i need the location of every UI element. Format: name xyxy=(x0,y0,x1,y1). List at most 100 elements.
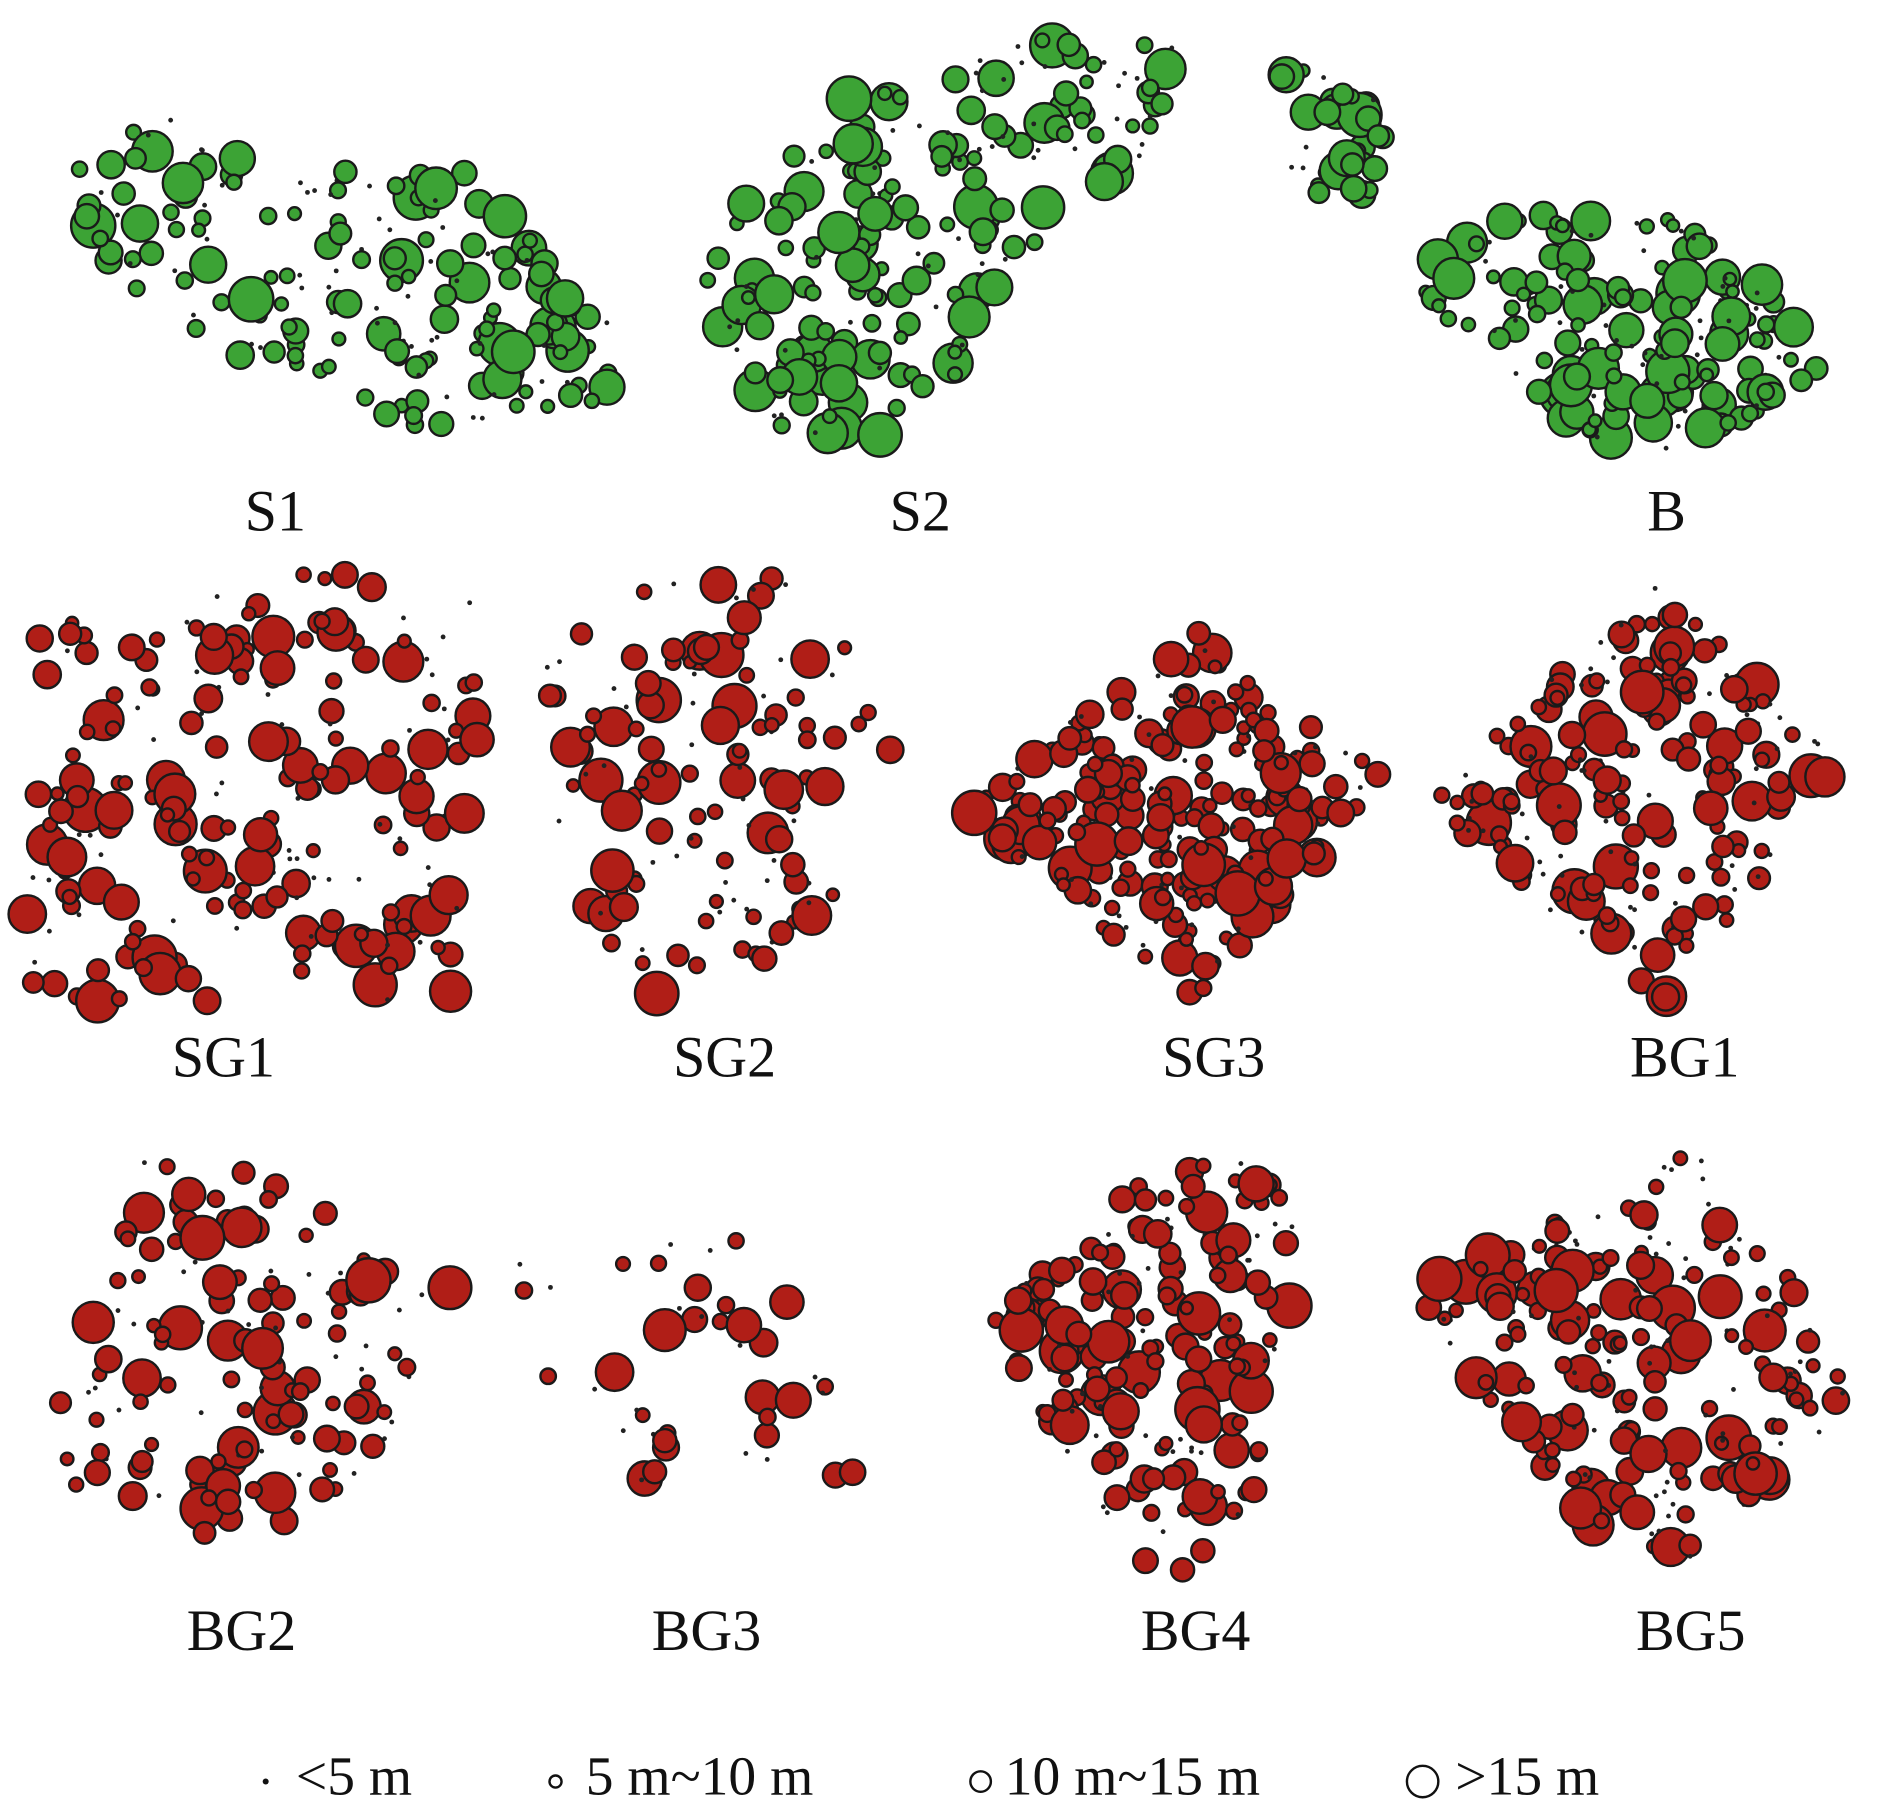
tree-crown xyxy=(24,780,53,809)
tree-crown xyxy=(1249,1441,1269,1460)
tree-crown xyxy=(1579,929,1585,935)
tree-crown xyxy=(1552,819,1578,846)
tree-crown xyxy=(1003,1286,1033,1315)
tree-crown xyxy=(184,619,190,625)
tree-crown xyxy=(877,85,893,102)
tree-crown xyxy=(1202,648,1208,654)
tree-crown xyxy=(1687,1553,1693,1559)
tree-crown xyxy=(1558,284,1564,289)
tree-crown xyxy=(225,340,256,371)
tree-crown xyxy=(1554,1355,1573,1374)
tree-crown xyxy=(119,1230,137,1248)
tree-crown xyxy=(1676,1505,1695,1524)
tree-crown xyxy=(333,268,339,274)
tree-crown xyxy=(1829,1368,1846,1385)
tree-crown xyxy=(1144,47,1187,91)
tree-crown xyxy=(1170,1449,1176,1455)
tree-crown xyxy=(771,858,777,863)
tree-crown xyxy=(514,1281,534,1300)
tree-crown xyxy=(1612,1335,1628,1351)
tree-crown xyxy=(194,669,200,675)
tree-crown xyxy=(179,1214,226,1261)
tree-crown xyxy=(1035,147,1041,153)
tree-crown xyxy=(650,859,656,865)
tree-crown xyxy=(820,1390,826,1396)
tree-crown xyxy=(374,305,379,311)
tree-crown xyxy=(639,947,645,952)
tree-crown xyxy=(1613,288,1633,307)
tree-crown xyxy=(1470,781,1495,806)
tree-crown xyxy=(145,132,151,138)
tree-crown xyxy=(738,666,756,684)
tree-crown xyxy=(459,721,495,758)
tree-crown xyxy=(192,1259,198,1265)
tree-crown xyxy=(1124,776,1141,794)
tree-crown xyxy=(454,905,460,911)
tree-crown xyxy=(1480,828,1486,834)
tree-crown xyxy=(180,845,198,863)
tree-crown xyxy=(1194,771,1214,791)
tree-crown xyxy=(1724,1328,1740,1344)
tree-crown xyxy=(327,1324,347,1343)
tree-crown xyxy=(766,366,795,395)
tree-crown xyxy=(1669,1461,1688,1481)
tree-crown xyxy=(242,816,279,853)
tree-crown xyxy=(416,372,422,378)
tree-crown xyxy=(1678,937,1695,954)
tree-crown xyxy=(1607,620,1636,649)
tree-crown xyxy=(677,1305,682,1311)
tree-crown xyxy=(1135,1308,1155,1327)
tree-crown xyxy=(353,926,369,942)
tree-crown xyxy=(324,672,343,690)
tree-crown xyxy=(753,274,795,315)
tree-crown xyxy=(135,705,141,711)
tree-crown xyxy=(1669,1167,1674,1173)
tree-crown xyxy=(1574,1384,1580,1390)
tree-crown xyxy=(1084,55,1103,74)
tree-crown xyxy=(381,739,400,758)
tree-crown xyxy=(85,958,111,983)
tree-crown xyxy=(298,1227,314,1244)
tree-crown xyxy=(692,633,721,661)
tree-crown xyxy=(396,633,412,649)
tree-crown xyxy=(1788,1391,1805,1408)
tree-crown xyxy=(491,392,497,397)
tree-crown xyxy=(777,239,795,257)
tree-crown xyxy=(1113,826,1144,857)
tree-crown xyxy=(417,231,435,249)
tree-crown xyxy=(1631,1328,1651,1347)
tree-crown xyxy=(1668,1319,1712,1363)
tree-crown xyxy=(1058,1371,1074,1388)
tree-crown xyxy=(783,582,789,588)
tree-crown xyxy=(199,711,204,717)
tree-crown xyxy=(364,752,407,795)
tree-crown xyxy=(73,202,101,230)
tree-crown xyxy=(1751,800,1757,806)
tree-crown xyxy=(1659,328,1690,359)
tree-crown xyxy=(1019,854,1025,860)
tree-crown xyxy=(1720,1431,1726,1437)
tree-crown xyxy=(287,856,293,862)
tree-crown xyxy=(725,1306,763,1344)
tree-crown xyxy=(434,283,458,307)
tree-crown xyxy=(973,70,979,76)
tree-crown xyxy=(977,59,1015,98)
tree-crown xyxy=(1653,1251,1659,1257)
tree-crown xyxy=(772,416,791,435)
tree-crown xyxy=(395,917,413,936)
tree-crown xyxy=(429,304,460,335)
tree-crown xyxy=(1152,640,1190,678)
tree-crown xyxy=(1237,1165,1275,1203)
tree-crown xyxy=(1001,234,1027,260)
tree-crown xyxy=(1840,1390,1845,1396)
tree-crown xyxy=(286,346,305,365)
tree-crown xyxy=(1103,1484,1131,1512)
tree-crown xyxy=(327,730,344,747)
tree-crown xyxy=(1577,757,1583,763)
tree-crown xyxy=(234,881,253,900)
tree-crown xyxy=(758,1407,777,1427)
tree-crown xyxy=(1208,705,1237,735)
tree-crown xyxy=(700,705,741,746)
tree-crown xyxy=(143,1436,160,1453)
tree-crown xyxy=(1725,284,1740,299)
